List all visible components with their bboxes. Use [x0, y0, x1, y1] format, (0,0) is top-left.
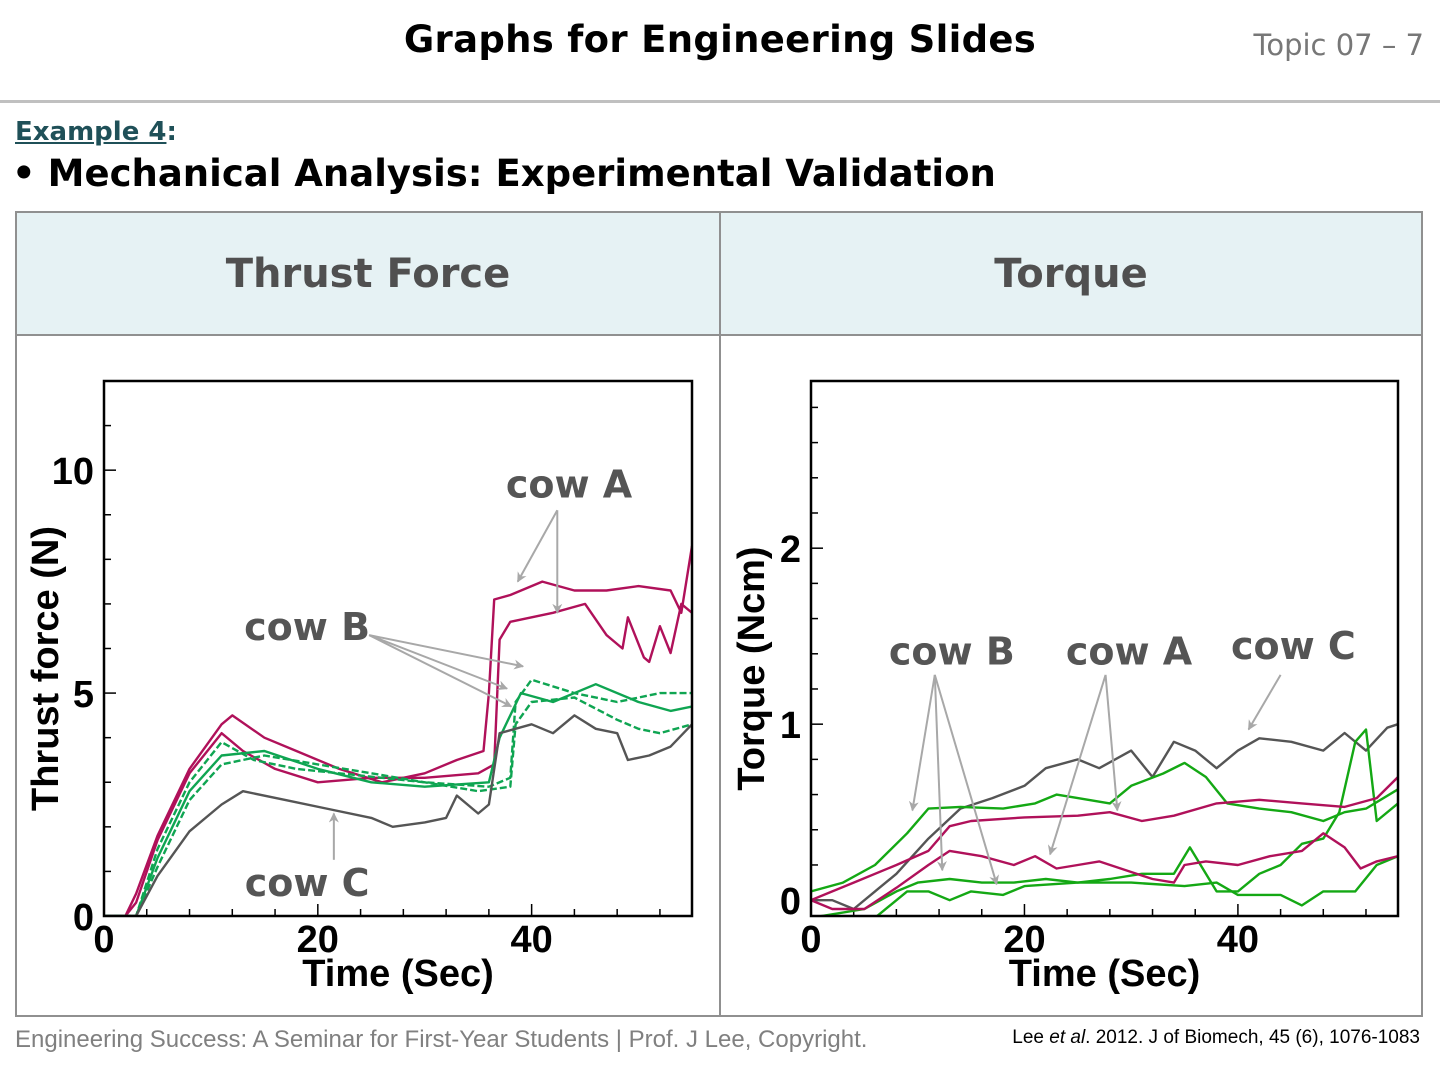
ref-details: . 2012. J of Biomech, 45 (6), 1076-1083	[1085, 1027, 1420, 1048]
footer-reference: Lee et al. 2012. J of Biomech, 45 (6), 1…	[1012, 1027, 1420, 1049]
bullet-point: • Mechanical Analysis: Experimental Valid…	[12, 152, 996, 195]
bullet-icon: •	[12, 152, 36, 195]
topic-number: Topic 07 – 7	[1253, 28, 1424, 62]
header-divider	[0, 100, 1440, 103]
column-divider	[719, 334, 721, 1015]
graphs-table: Thrust Force Torque	[15, 211, 1423, 1017]
column-header-torque: Torque	[721, 213, 1421, 336]
example-label: Example 4	[15, 117, 167, 147]
ref-et-al: et al	[1049, 1027, 1086, 1048]
ref-authors: Lee	[1012, 1027, 1050, 1048]
example-colon: :	[166, 117, 177, 147]
bullet-text: Mechanical Analysis: Experimental Valida…	[47, 152, 996, 195]
column-header-thrust-force: Thrust Force	[17, 213, 721, 336]
footer-credit: Engineering Success: A Seminar for First…	[15, 1026, 868, 1053]
slide-title: Graphs for Engineering Slides	[403, 18, 1037, 61]
example-heading: Example 4:	[15, 117, 177, 147]
